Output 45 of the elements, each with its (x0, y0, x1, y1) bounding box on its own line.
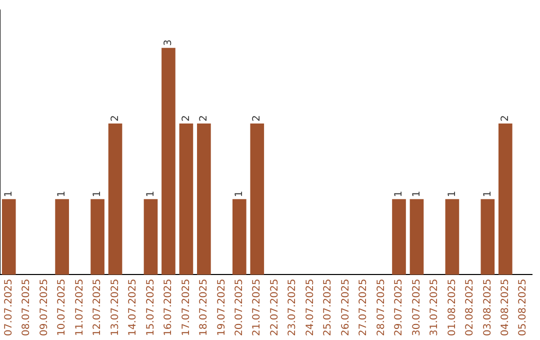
x-tick-label: 28.07.2025 (376, 278, 387, 336)
x-tick-label: 19.07.2025 (216, 278, 228, 336)
x-tick-label: 12.07.2025 (92, 278, 104, 336)
data-label: 2 (180, 115, 192, 122)
x-tick-label: 24.07.2025 (304, 278, 316, 336)
data-label: 1 (234, 190, 245, 198)
data-label: 2 (500, 115, 511, 122)
x-tick-label: 21.07.2025 (252, 278, 263, 336)
data-label: 3 (163, 39, 174, 46)
data-label: 1 (145, 190, 156, 198)
data-label: 1 (482, 190, 494, 198)
x-tick-label: 25.07.2025 (322, 278, 334, 336)
x-tick-label: 20.07.2025 (234, 278, 245, 336)
x-tick-label: 30.07.2025 (411, 278, 422, 336)
x-tick-label: 16.07.2025 (163, 278, 174, 336)
x-tick-label: 29.07.2025 (394, 278, 405, 336)
data-label: 2 (252, 115, 263, 122)
x-tick-label: 15.07.2025 (145, 278, 156, 336)
x-tick-label: 27.07.2025 (358, 278, 370, 336)
x-tick-label: 23.07.2025 (287, 278, 298, 336)
data-label: 1 (92, 190, 104, 198)
x-tick-label: 10.07.2025 (56, 278, 68, 336)
x-tick-label: 05.08.2025 (518, 278, 529, 336)
x-tick-label: 02.08.2025 (464, 278, 476, 336)
x-tick-label: 14.07.2025 (128, 278, 139, 336)
x-tick-label: 03.08.2025 (482, 278, 494, 336)
data-label: 2 (198, 115, 210, 122)
data-label: 1 (3, 190, 14, 198)
x-tick-label: 01.08.2025 (446, 278, 458, 336)
x-tick-label: 26.07.2025 (340, 278, 352, 336)
x-tick-label: 17.07.2025 (180, 278, 192, 336)
x-tick-label: 18.07.2025 (198, 278, 210, 336)
data-label: 1 (56, 190, 68, 198)
x-tick-label: 13.07.2025 (110, 278, 121, 336)
x-tick-label: 04.08.2025 (500, 278, 511, 336)
x-tick-label: 07.07.2025 (3, 278, 14, 336)
x-tick-label: 31.07.2025 (429, 278, 440, 336)
x-tick-label: 11.07.2025 (74, 278, 86, 336)
data-label: 2 (110, 115, 121, 122)
data-label: 1 (411, 190, 422, 198)
x-tick-label: 09.07.2025 (38, 278, 50, 336)
data-label: 1 (446, 190, 458, 198)
x-tick-label: 08.07.2025 (21, 278, 32, 336)
x-tick-label: 22.07.2025 (269, 278, 280, 336)
data-label: 1 (394, 190, 405, 198)
